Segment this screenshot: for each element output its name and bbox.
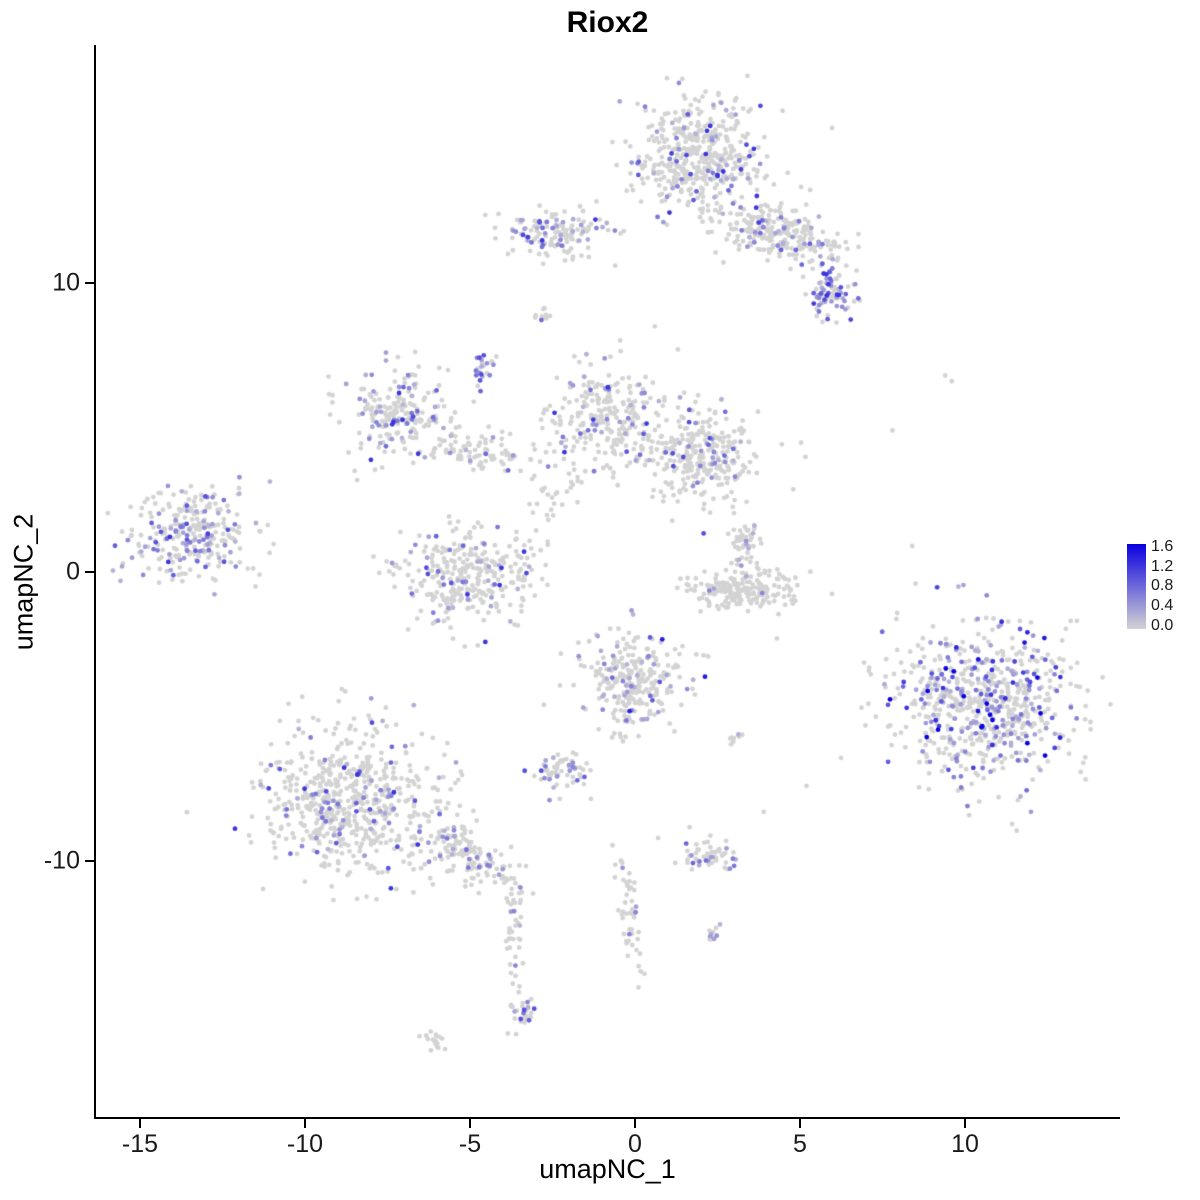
legend-tick-label: 0.8 [1151,577,1174,595]
x-tick-label: -5 [458,1130,482,1158]
x-tick-label: -10 [286,1130,324,1158]
y-tick-label: 10 [52,268,80,297]
x-tick-mark [469,1119,471,1128]
x-tick-label: 10 [951,1130,979,1158]
y-tick-label: 0 [66,557,80,586]
x-tick-mark [964,1119,966,1128]
x-tick-mark [304,1119,306,1128]
x-tick-label: 5 [793,1130,807,1158]
y-tick-mark [85,860,94,862]
y-axis-line [94,45,96,1119]
legend-tick-label: 0.4 [1151,597,1174,615]
x-tick-mark [634,1119,636,1128]
y-tick-label: -10 [43,846,80,875]
x-axis-label: umapNC_1 [539,1154,676,1184]
legend-tick-label: 1.6 [1151,538,1174,555]
y-tick-mark [85,282,94,284]
x-tick-mark [799,1119,801,1128]
x-axis-line [94,1117,1120,1119]
x-tick-label: 0 [628,1130,642,1158]
x-tick-mark [139,1119,141,1128]
legend-gradient-bar [1127,544,1146,629]
x-tick-label: -15 [121,1130,159,1158]
legend-tick-label: 0.0 [1151,616,1174,634]
legend-tick-label: 1.2 [1151,557,1174,575]
y-tick-mark [85,571,94,573]
